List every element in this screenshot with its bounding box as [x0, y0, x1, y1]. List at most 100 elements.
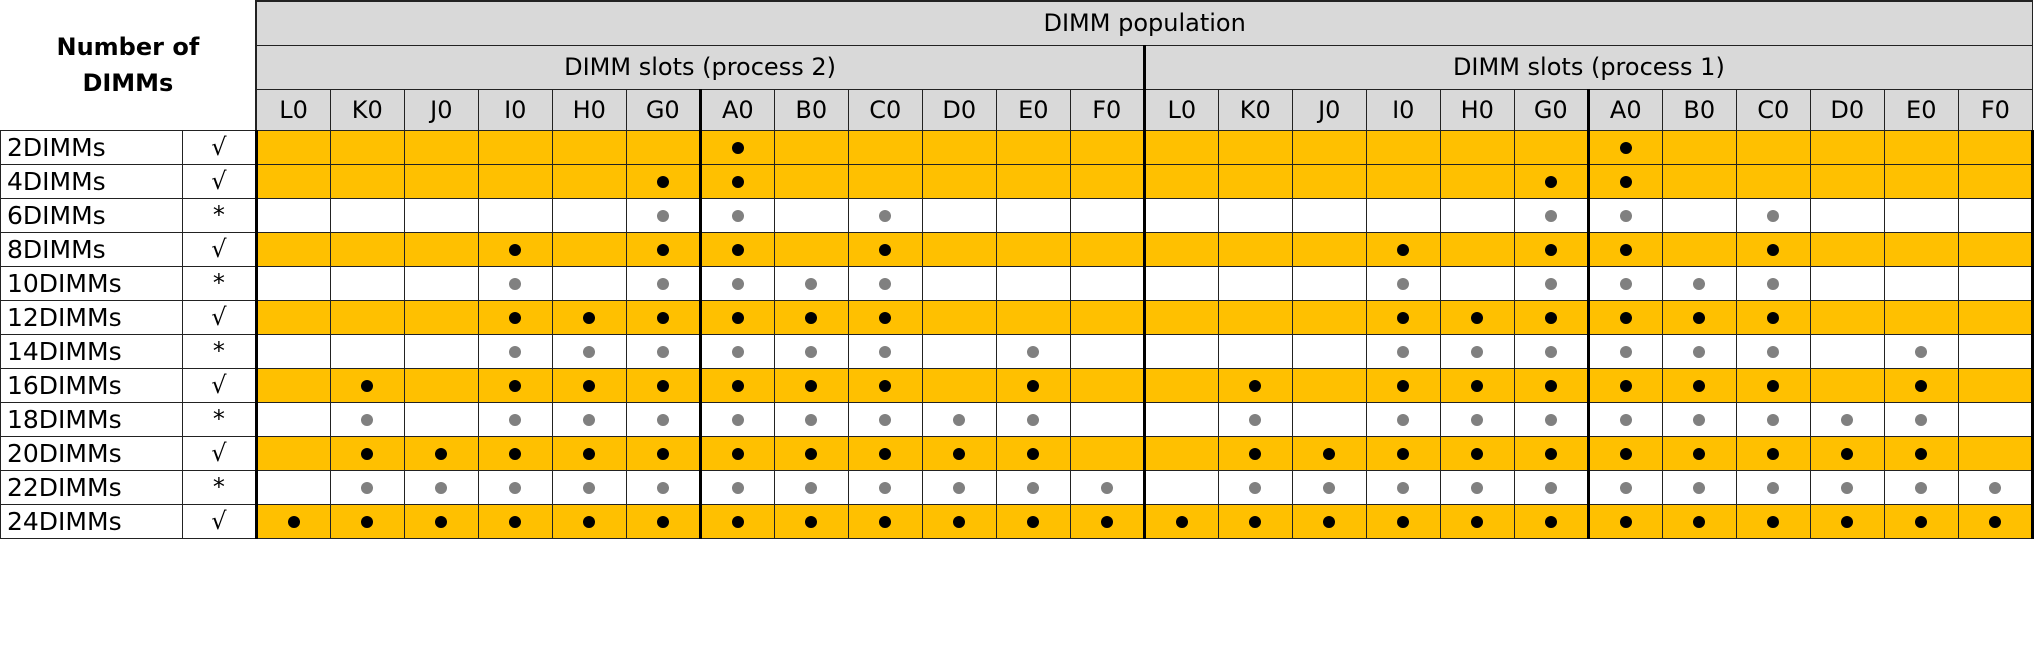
slot-cell [551, 333, 627, 369]
optional-dot-icon [1767, 210, 1780, 222]
slot-cell [1439, 299, 1515, 335]
slot-cell [1661, 163, 1737, 199]
optional-dot-icon [656, 482, 669, 494]
slot-cell [477, 265, 553, 301]
optional-dot-icon [731, 278, 744, 290]
populated-dot-icon [361, 380, 374, 392]
slot-cell [847, 299, 923, 335]
slot-cell [1883, 129, 1959, 165]
populated-dot-icon [879, 312, 892, 324]
slot-cell [254, 197, 331, 233]
slot-cell [773, 231, 849, 267]
populated-dot-icon [1544, 312, 1557, 324]
optional-dot-icon [1693, 346, 1706, 358]
slot-cell [773, 197, 849, 233]
table-row: 12DIMMs √ [0, 299, 2034, 335]
slot-cell [1883, 197, 1959, 233]
populated-dot-icon [879, 244, 892, 256]
populated-dot-icon [509, 448, 522, 460]
slot-cell [1883, 299, 1959, 335]
slot-cell [1217, 231, 1293, 267]
slot-cell [625, 265, 701, 301]
optional-dot-icon [1323, 482, 1336, 494]
slot-cell [1661, 333, 1737, 369]
slot-cell [1142, 435, 1219, 471]
populated-dot-icon [509, 312, 522, 324]
slot-cell [698, 469, 775, 505]
slot-cell [1217, 401, 1293, 437]
populated-dot-icon [1619, 380, 1632, 392]
slot-cell [698, 231, 775, 267]
slot-cell [1291, 435, 1367, 471]
slot-cell [254, 503, 331, 539]
populated-dot-icon [1619, 516, 1632, 528]
row-label: 6DIMMs [0, 197, 183, 233]
slot-cell [329, 231, 405, 267]
populated-dot-icon [656, 312, 669, 324]
slot-cell [1735, 299, 1811, 335]
slot-cell [1365, 197, 1441, 233]
slot-cell [698, 197, 775, 233]
slot-cell [1809, 197, 1885, 233]
corner-title: Number of DIMMs [56, 33, 200, 98]
slot-cell [1735, 231, 1811, 267]
optional-dot-icon [1544, 210, 1557, 222]
optional-dot-icon [1471, 414, 1484, 426]
optional-dot-icon [1619, 278, 1632, 290]
slot-header-l0-p1: L0 [1142, 88, 1219, 131]
optional-dot-icon [1693, 278, 1706, 290]
populated-dot-icon [1693, 380, 1706, 392]
optional-dot-icon [1544, 482, 1557, 494]
slot-header-g0-p1: G0 [1513, 88, 1589, 131]
optional-dot-icon [509, 278, 522, 290]
slot-header-i0-p2: I0 [477, 88, 553, 131]
slot-cell [551, 367, 627, 403]
populated-dot-icon [1841, 516, 1854, 528]
slot-cell [329, 469, 405, 505]
populated-dot-icon [1841, 448, 1854, 460]
optional-dot-icon [1471, 482, 1484, 494]
slot-cell [1586, 435, 1663, 471]
populated-dot-icon [731, 312, 744, 324]
slot-cell [1069, 163, 1145, 199]
optional-dot-icon [805, 278, 818, 290]
populated-dot-icon [953, 516, 966, 528]
slot-cell [1291, 469, 1367, 505]
slot-cell [1217, 503, 1293, 539]
row-label: 22DIMMs [0, 469, 183, 505]
slot-cell [1513, 163, 1589, 199]
dimm-population-table: Number of DIMMs DIMM population DIMM slo… [0, 0, 2034, 539]
populated-dot-icon [656, 380, 669, 392]
populated-dot-icon [583, 380, 596, 392]
slot-cell [1142, 129, 1219, 165]
slot-cell [1735, 503, 1811, 539]
slot-cell [1809, 367, 1885, 403]
optional-dot-icon [1915, 414, 1928, 426]
optional-dot-icon [805, 482, 818, 494]
slot-cell [1957, 503, 2034, 539]
slot-cell [329, 129, 405, 165]
table-row: 2DIMMs √ [0, 129, 2034, 165]
slot-cell [329, 265, 405, 301]
slot-cell [254, 299, 331, 335]
slot-cell [1661, 231, 1737, 267]
slot-cell [1513, 129, 1589, 165]
optional-dot-icon [1397, 414, 1410, 426]
populated-dot-icon [583, 448, 596, 460]
slot-header-h0-p2: H0 [551, 88, 627, 131]
slot-cell [1439, 163, 1515, 199]
slot-cell [254, 469, 331, 505]
slot-cell [1142, 197, 1219, 233]
optional-dot-icon [1767, 346, 1780, 358]
optional-dot-icon [1767, 278, 1780, 290]
slot-cell [551, 503, 627, 539]
slot-header-k0-p2: K0 [329, 88, 405, 131]
populated-dot-icon [509, 380, 522, 392]
slot-cell [995, 503, 1071, 539]
slot-cell [1513, 197, 1589, 233]
populated-dot-icon [805, 312, 818, 324]
optional-dot-icon [1619, 414, 1632, 426]
slot-cell [847, 129, 923, 165]
optional-dot-icon [1619, 210, 1632, 222]
slot-cell [1957, 163, 2034, 199]
